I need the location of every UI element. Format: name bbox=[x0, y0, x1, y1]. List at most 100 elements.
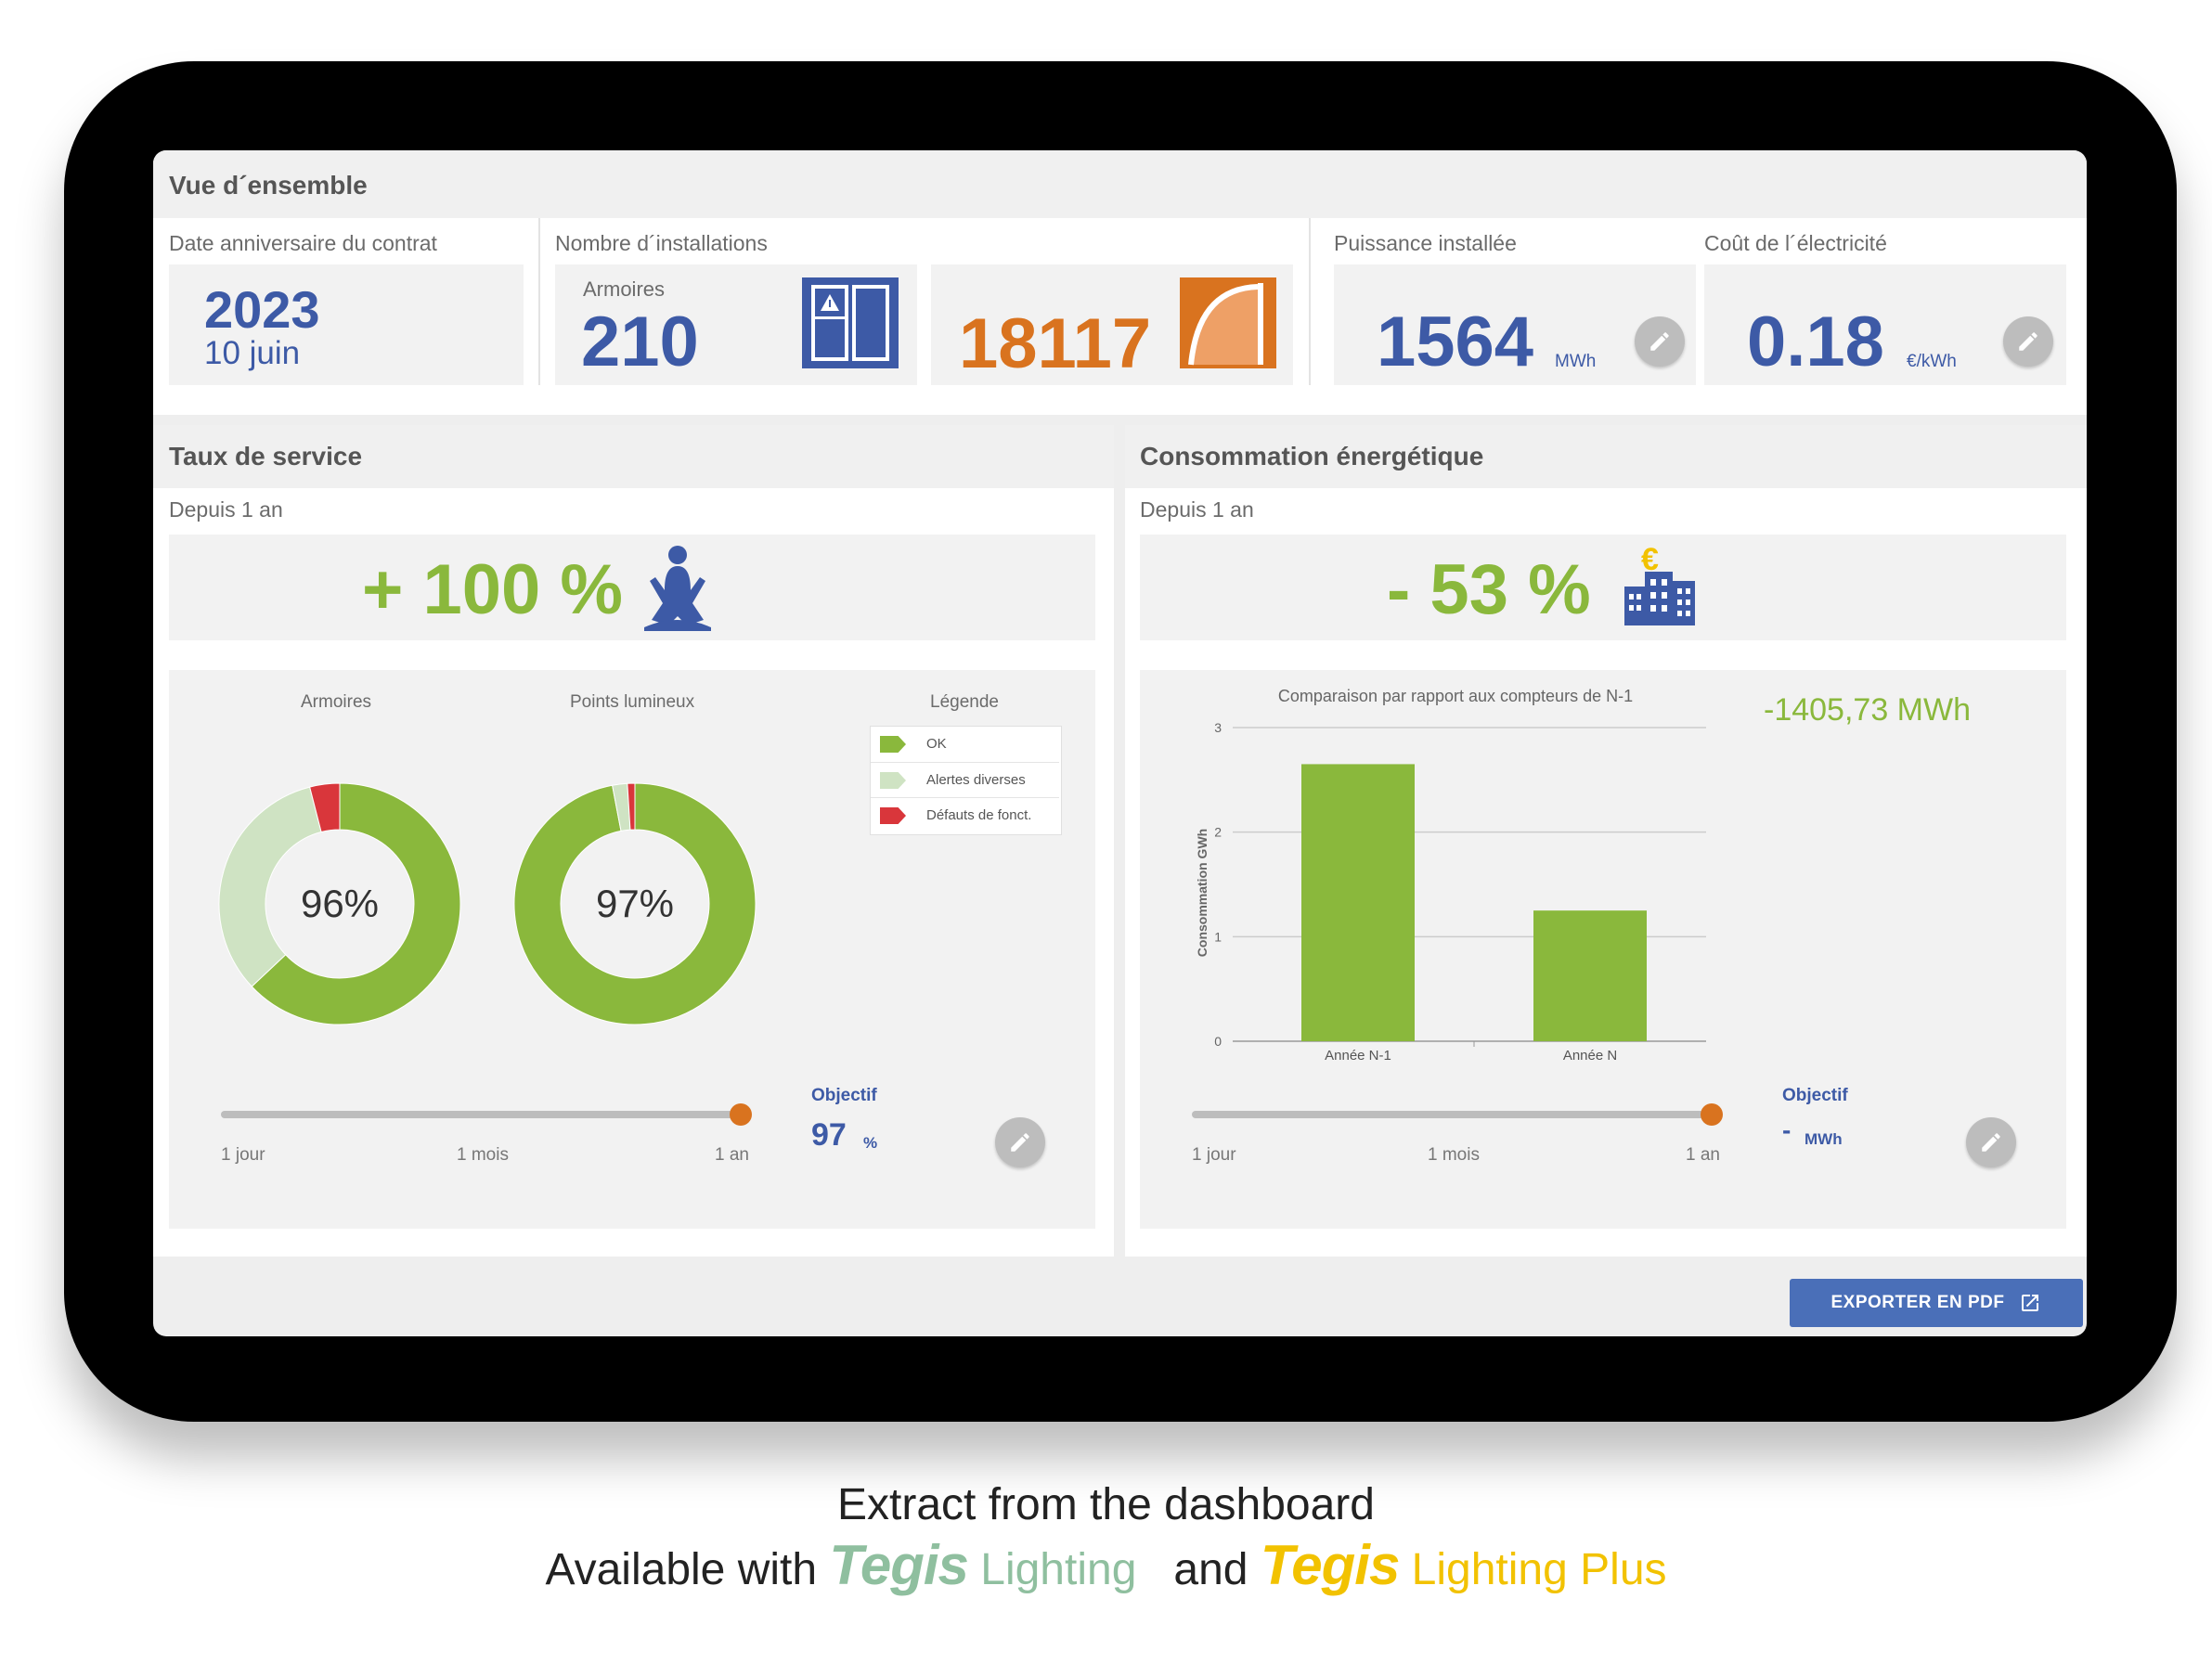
service-kpi-card: + 100 % bbox=[169, 535, 1095, 640]
donut-segment-ok bbox=[513, 782, 757, 1025]
slider-tick: 1 an bbox=[1686, 1145, 1720, 1165]
objective-label: Objectif bbox=[811, 1086, 877, 1105]
chart-bar bbox=[1301, 764, 1415, 1041]
donut1-title: Armoires bbox=[301, 692, 372, 712]
svg-text:€: € bbox=[1641, 544, 1659, 577]
edit-power-button[interactable] bbox=[1635, 316, 1685, 367]
contract-label: Date anniversaire du contrat bbox=[169, 231, 437, 255]
brand-logo-1: Tegis bbox=[829, 1534, 968, 1596]
energy-kpi-value: - 53 % bbox=[1387, 550, 1591, 629]
chart-x-tick-label: Année N-1 bbox=[1325, 1048, 1391, 1064]
power-value: 1564 bbox=[1377, 303, 1534, 381]
brand-logo-2: Tegis bbox=[1260, 1534, 1400, 1596]
streetlight-icon bbox=[1180, 277, 1276, 368]
edit-objective-button[interactable] bbox=[1966, 1117, 2016, 1167]
export-pdf-button[interactable]: EXPORTER EN PDF bbox=[1790, 1279, 2083, 1327]
legend-title: Légende bbox=[930, 692, 999, 712]
consumption-bar-chart: Comparaison par rapport aux compteurs de… bbox=[1195, 687, 1706, 1064]
donut-segment-faults bbox=[627, 782, 636, 831]
overview-panel: Vue d´ensemble Date anniversaire du cont… bbox=[153, 150, 2087, 415]
caption-line1: Extract from the dashboard bbox=[837, 1480, 1375, 1529]
cabinet-icon bbox=[802, 277, 899, 368]
period-slider[interactable] bbox=[221, 1101, 752, 1128]
power-unit: MWh bbox=[1555, 352, 1597, 371]
export-pdf-label: EXPORTER EN PDF bbox=[1830, 1293, 2005, 1312]
donut2-title: Points lumineux bbox=[570, 692, 695, 712]
slider-tick: 1 an bbox=[715, 1145, 749, 1165]
pencil-icon bbox=[1011, 1133, 1029, 1152]
chart-y-tick-label: 3 bbox=[1214, 720, 1222, 735]
donut-segment-ok bbox=[251, 782, 461, 1025]
service-panel: Taux de service Depuis 1 an + 100 % Armo… bbox=[153, 425, 1114, 1257]
dashboard-screen: Vue d´ensemble Date anniversaire du cont… bbox=[153, 150, 2087, 1336]
objective-value: 97 bbox=[811, 1117, 847, 1153]
donut-segment-faults bbox=[309, 782, 341, 833]
donut-segment-alerts bbox=[218, 786, 322, 987]
points-card: 18117 bbox=[931, 264, 1293, 385]
cabinets-card: Armoires 210 bbox=[555, 264, 917, 385]
product-name-1: Lighting bbox=[980, 1545, 1137, 1594]
objective-unit: % bbox=[863, 1134, 878, 1152]
slider-thumb[interactable] bbox=[730, 1103, 752, 1126]
slider-track bbox=[221, 1111, 741, 1118]
installations-label: Nombre d´installations bbox=[555, 231, 768, 255]
edit-cost-button[interactable] bbox=[2003, 316, 2053, 367]
service-kpi-value: + 100 % bbox=[362, 550, 623, 629]
chart-bar bbox=[1533, 910, 1647, 1041]
legend-marker bbox=[880, 736, 906, 753]
energy-header bbox=[1125, 425, 2087, 488]
legend-marker bbox=[880, 807, 906, 824]
energy-chart-card: Comparaison par rapport aux compteurs de… bbox=[1140, 670, 2066, 1229]
cabinets-value: 210 bbox=[581, 303, 699, 381]
overview-body: Date anniversaire du contrat 2023 10 jui… bbox=[153, 218, 2087, 415]
objective-value: - bbox=[1782, 1115, 1792, 1144]
slider-tick: 1 mois bbox=[1428, 1145, 1480, 1165]
contract-year: 2023 bbox=[204, 280, 320, 339]
building-euro-icon: € bbox=[1623, 542, 1697, 627]
power-label: Puissance installée bbox=[1334, 231, 1517, 255]
legend-marker bbox=[880, 772, 906, 789]
caption-joiner: and bbox=[1173, 1545, 1248, 1594]
legend: OK Alertes diverses Défauts de fonct. bbox=[870, 726, 1062, 835]
pencil-icon bbox=[1982, 1133, 2000, 1152]
service-title: Taux de service bbox=[169, 442, 363, 471]
slider-track bbox=[1192, 1111, 1712, 1118]
period-slider[interactable] bbox=[1192, 1101, 1723, 1128]
chart-y-tick-label: 0 bbox=[1214, 1034, 1222, 1049]
edit-objective-button[interactable] bbox=[995, 1117, 1045, 1167]
objective-label: Objectif bbox=[1782, 1086, 1848, 1105]
external-link-icon bbox=[2022, 1295, 2039, 1311]
contract-card: 2023 10 juin bbox=[169, 264, 524, 385]
pencil-icon bbox=[1650, 332, 1669, 351]
cost-value: 0.18 bbox=[1747, 303, 1884, 381]
donut-armoires: 96% bbox=[218, 782, 461, 1025]
chart-ylabel: Consommation GWh bbox=[1195, 829, 1209, 957]
energy-panel: Consommation énergétique Depuis 1 an - 5… bbox=[1125, 425, 2087, 1257]
legend-item-faults: Défauts de fonct. bbox=[871, 797, 1059, 833]
slider-tick: 1 mois bbox=[457, 1145, 509, 1165]
cost-unit: €/kWh bbox=[1907, 352, 1957, 371]
service-period: Depuis 1 an bbox=[169, 497, 283, 522]
donut-points-lumineux: 97% bbox=[513, 782, 757, 1025]
energy-delta: -1405,73 MWh bbox=[1764, 692, 1971, 728]
legend-item-ok: OK bbox=[871, 727, 1059, 762]
meditation-icon bbox=[640, 542, 715, 631]
slider-tick: 1 jour bbox=[1192, 1145, 1236, 1165]
cost-card: 0.18 €/kWh bbox=[1704, 264, 2066, 385]
legend-item-alerts: Alertes diverses bbox=[871, 762, 1059, 798]
contract-date: 10 juin bbox=[204, 335, 301, 371]
chart-x-tick-label: Année N bbox=[1563, 1048, 1617, 1064]
chart-y-tick-label: 2 bbox=[1214, 825, 1222, 840]
energy-title: Consommation énergétique bbox=[1140, 442, 1484, 471]
service-header bbox=[153, 425, 1114, 488]
donut1-label: 96% bbox=[301, 882, 379, 925]
energy-kpi-card: - 53 % € bbox=[1140, 535, 2066, 640]
chart-title: Comparaison par rapport aux compteurs de… bbox=[1278, 687, 1633, 705]
donut2-label: 97% bbox=[596, 882, 674, 925]
caption-prefix: Available with bbox=[545, 1545, 818, 1594]
slider-tick: 1 jour bbox=[221, 1145, 265, 1165]
service-chart-card: Armoires Points lumineux Légende 96% 97%… bbox=[169, 670, 1095, 1229]
slider-thumb[interactable] bbox=[1701, 1103, 1723, 1126]
cabinets-label: Armoires bbox=[583, 277, 666, 301]
divider bbox=[1309, 218, 1311, 385]
